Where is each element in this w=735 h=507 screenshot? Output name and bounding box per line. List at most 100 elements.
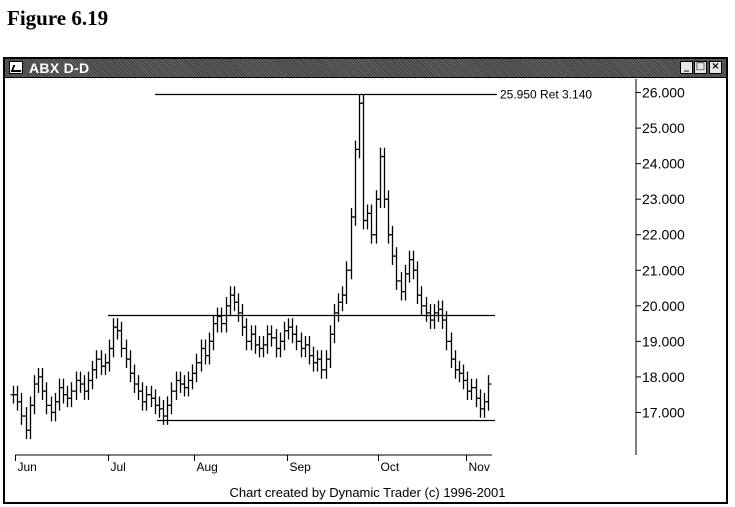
ohlc-bar bbox=[160, 400, 167, 425]
ohlc-bar bbox=[131, 364, 138, 393]
ohlc-bar bbox=[335, 293, 342, 322]
ohlc-bar bbox=[293, 325, 300, 351]
ohlc-bar bbox=[431, 304, 438, 329]
ohlc-bar bbox=[239, 304, 246, 337]
ohlc-bar bbox=[114, 318, 121, 340]
ohlc-bar bbox=[402, 264, 409, 301]
ohlc-bar bbox=[152, 389, 159, 415]
ohlc-bar bbox=[373, 190, 380, 244]
ohlc-bar bbox=[460, 364, 467, 390]
ohlc-bar bbox=[468, 378, 475, 401]
ohlc-bar bbox=[14, 385, 21, 411]
ohlc-bar bbox=[427, 304, 434, 329]
ohlc-bar bbox=[64, 385, 71, 408]
y-tick-label: 18.000 bbox=[642, 369, 685, 385]
chart-axes bbox=[15, 79, 637, 456]
ohlc-bar bbox=[198, 339, 205, 372]
ohlc-bar bbox=[139, 382, 146, 411]
retracement-label: 25.950 Ret 3.140 bbox=[500, 87, 592, 101]
ohlc-bar bbox=[202, 339, 209, 365]
chart-window: ABX D-D _ □ × 26.000 25.000 24.000 23.000 22… bbox=[3, 57, 728, 504]
ohlc-bar bbox=[348, 208, 355, 280]
horizontal-lines bbox=[108, 93, 497, 422]
ohlc-bar bbox=[277, 332, 284, 358]
ohlc-bar bbox=[439, 300, 446, 329]
ohlc-bar bbox=[410, 250, 417, 280]
ohlc-bar bbox=[452, 350, 459, 379]
ohlc-bar bbox=[406, 250, 413, 283]
y-tick-label: 24.000 bbox=[642, 156, 685, 172]
ohlc-bar bbox=[181, 375, 188, 397]
ohlc-bar bbox=[448, 332, 455, 369]
ohlc-bar bbox=[310, 346, 317, 372]
ohlc-bar bbox=[302, 336, 309, 358]
ohlc-bar bbox=[252, 325, 259, 354]
ohlc-bar bbox=[485, 375, 492, 411]
ohlc-bar bbox=[414, 261, 421, 305]
ohlc-bar bbox=[110, 318, 117, 358]
ohlc-bar bbox=[281, 321, 288, 351]
ohlc-bar bbox=[85, 371, 92, 401]
ohlc-bar bbox=[35, 368, 42, 393]
ohlc-bar bbox=[473, 378, 480, 408]
price-chart: 26.000 25.000 24.000 23.000 22.000 21.000 20.0… bbox=[10, 79, 685, 474]
ohlc-bar bbox=[39, 368, 46, 401]
ohlc-bar bbox=[360, 94, 367, 230]
ohlc-bar bbox=[23, 407, 30, 440]
y-tick-label: 22.000 bbox=[642, 227, 685, 243]
maximize-button[interactable]: □ bbox=[694, 61, 707, 74]
ohlc-bar bbox=[443, 311, 450, 351]
minimize-button[interactable]: _ bbox=[680, 61, 693, 74]
ohlc-bar bbox=[318, 350, 325, 379]
ohlc-bar bbox=[418, 286, 425, 315]
x-tick-label: Oct bbox=[381, 460, 400, 474]
ohlc-bar bbox=[398, 272, 405, 301]
ohlc-bar bbox=[314, 350, 321, 372]
x-tick-label: Nov bbox=[469, 460, 490, 474]
x-tick-label: Jun bbox=[18, 460, 37, 474]
ohlc-bar bbox=[231, 286, 238, 312]
ohlc-bar bbox=[173, 371, 180, 401]
close-button[interactable]: × bbox=[709, 61, 722, 74]
ohlc-bar bbox=[235, 293, 242, 322]
ohlc-bar bbox=[481, 392, 488, 418]
ohlc-bar bbox=[285, 318, 292, 340]
window-titlebar[interactable]: ABX D-D _ □ × bbox=[5, 59, 726, 78]
ohlc-bar bbox=[298, 332, 305, 358]
ohlc-bar bbox=[393, 247, 400, 290]
ohlc-bar bbox=[52, 392, 59, 422]
ohlc-bar bbox=[289, 318, 296, 344]
ohlc-bar bbox=[456, 360, 463, 383]
ohlc-bar bbox=[193, 353, 200, 383]
ohlc-bar bbox=[135, 375, 142, 401]
ohlc-bar bbox=[18, 392, 25, 425]
figure-label: Figure 6.19 bbox=[7, 6, 109, 30]
ohlc-bar bbox=[323, 350, 330, 379]
ohlc-bar bbox=[268, 325, 275, 347]
ohlc-bar bbox=[43, 382, 50, 415]
ohlc-bar bbox=[327, 325, 334, 369]
y-tick-label: 26.000 bbox=[642, 85, 685, 101]
chart-annotations: 25.950 Ret 3.140 bbox=[500, 87, 592, 101]
ohlc-bar bbox=[227, 286, 234, 315]
y-tick-label: 23.000 bbox=[642, 191, 685, 207]
y-tick-label: 21.000 bbox=[642, 262, 685, 278]
ohlc-bar bbox=[102, 353, 109, 376]
ohlc-bar bbox=[27, 396, 34, 440]
ohlc-bar bbox=[89, 360, 96, 390]
ohlc-bar bbox=[77, 371, 84, 393]
ohlc-bar bbox=[248, 325, 255, 351]
ohlc-bar bbox=[260, 336, 267, 358]
ohlc-bar bbox=[223, 296, 230, 333]
ohlc-bar bbox=[214, 307, 221, 333]
ohlc-bar bbox=[185, 371, 192, 397]
y-tick-label: 20.000 bbox=[642, 298, 685, 314]
ohlc-bar bbox=[48, 396, 55, 422]
ohlc-bar bbox=[68, 382, 75, 408]
ohlc-bar bbox=[189, 364, 196, 390]
ohlc-bar bbox=[168, 382, 175, 415]
y-axis-ticks: 26.000 25.000 24.000 23.000 22.000 21.000 20.0… bbox=[636, 85, 685, 420]
y-tick-label: 25.000 bbox=[642, 120, 685, 136]
ohlc-bar bbox=[352, 140, 359, 226]
ohlc-bar bbox=[81, 375, 88, 401]
